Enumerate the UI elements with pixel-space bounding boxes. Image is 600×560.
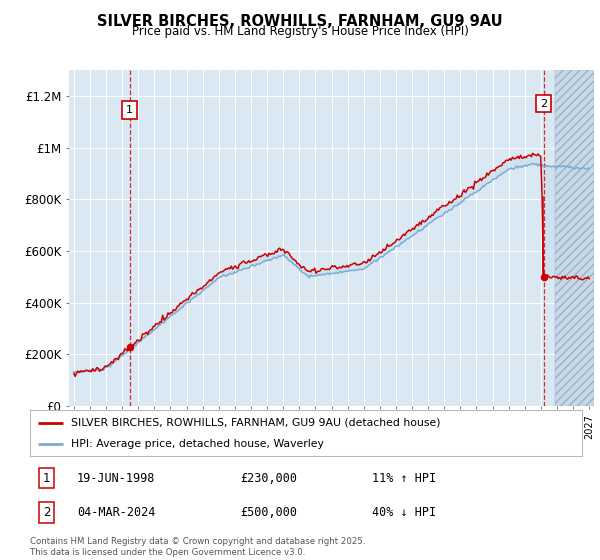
Text: 1: 1 [43,472,50,484]
Text: £230,000: £230,000 [240,472,297,484]
Text: 2: 2 [540,99,547,109]
Text: SILVER BIRCHES, ROWHILLS, FARNHAM, GU9 9AU: SILVER BIRCHES, ROWHILLS, FARNHAM, GU9 9… [97,14,503,29]
Text: 04-MAR-2024: 04-MAR-2024 [77,506,155,519]
Text: 19-JUN-1998: 19-JUN-1998 [77,472,155,484]
Point [125,342,134,351]
Text: 40% ↓ HPI: 40% ↓ HPI [372,506,436,519]
Text: Contains HM Land Registry data © Crown copyright and database right 2025.
This d: Contains HM Land Registry data © Crown c… [30,537,365,557]
Text: SILVER BIRCHES, ROWHILLS, FARNHAM, GU9 9AU (detached house): SILVER BIRCHES, ROWHILLS, FARNHAM, GU9 9… [71,418,441,428]
Text: £500,000: £500,000 [240,506,297,519]
Text: 1: 1 [126,105,133,115]
Bar [556,70,594,406]
Text: Price paid vs. HM Land Registry's House Price Index (HPI): Price paid vs. HM Land Registry's House … [131,25,469,38]
Text: 2: 2 [43,506,50,519]
Text: 11% ↑ HPI: 11% ↑ HPI [372,472,436,484]
Text: HPI: Average price, detached house, Waverley: HPI: Average price, detached house, Wave… [71,439,324,449]
Point [539,272,548,281]
